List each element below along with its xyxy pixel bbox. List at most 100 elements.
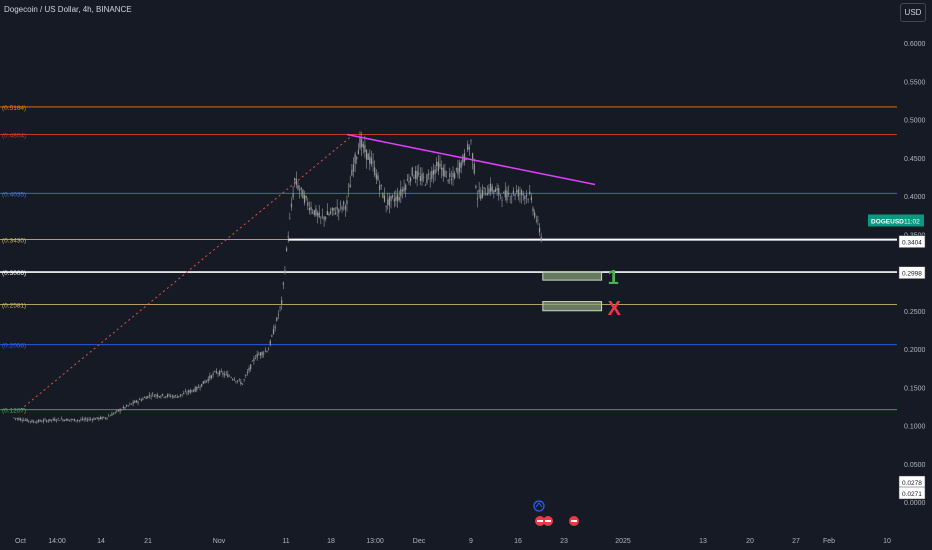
candle-body: [90, 419, 92, 420]
x-tick-label: 10: [883, 538, 891, 545]
current-price-tag: [868, 214, 924, 227]
candle-body: [158, 396, 160, 398]
candle-body: [538, 227, 541, 233]
candle-body: [41, 421, 43, 423]
x-tick-label: 13:00: [366, 538, 384, 545]
candle-body: [308, 207, 311, 211]
candle-body: [374, 167, 376, 175]
candle-body: [227, 374, 229, 378]
candle-body: [192, 390, 195, 392]
candle-body: [400, 188, 402, 197]
candle-body: [152, 393, 154, 395]
candle-body: [478, 189, 480, 193]
candle-body: [540, 236, 542, 240]
candle-body: [364, 145, 366, 152]
candle-body: [318, 212, 320, 218]
candle-body: [354, 154, 356, 164]
resistance-trendline: [346, 133, 596, 186]
target-label-x: X: [608, 298, 622, 320]
candle-body: [16, 418, 18, 419]
y-tick-label: 0.1500: [904, 385, 926, 392]
candle-body: [99, 417, 102, 419]
candle-body: [98, 417, 100, 420]
candle-body: [37, 419, 40, 422]
candle-body: [178, 396, 180, 397]
candle-body: [426, 174, 428, 183]
candle-body: [77, 420, 79, 421]
candle-body: [191, 390, 193, 392]
event-up-icon[interactable]: [533, 500, 545, 512]
candle-body: [124, 407, 126, 409]
candle-body: [285, 248, 288, 251]
candle-body: [219, 370, 221, 376]
y-tick-label: 0.0000: [904, 500, 926, 507]
candle-body: [307, 202, 309, 206]
chart-title: Dogecoin / US Dollar, 4h, BINANCE: [4, 5, 132, 14]
candle-body: [134, 401, 136, 403]
candle-body: [204, 381, 206, 383]
candle-body: [108, 415, 110, 417]
candle-body: [284, 269, 286, 273]
candle-body: [303, 194, 306, 203]
event-flag-stripe-icon: [571, 520, 577, 522]
candle-body: [498, 188, 500, 195]
target-zone-box: [542, 271, 603, 281]
candle-body: [481, 190, 484, 198]
candle-body: [416, 170, 418, 180]
candle-body: [264, 350, 266, 352]
candle-body: [517, 189, 519, 197]
candle-body: [63, 419, 66, 421]
candle-body: [235, 381, 237, 382]
candle-body: [522, 194, 524, 196]
candle-body: [328, 213, 330, 216]
candle-body: [398, 197, 400, 200]
candle-body: [168, 394, 170, 396]
candle-body: [385, 205, 387, 207]
candle-body: [441, 167, 443, 170]
x-tick-label: 9: [469, 538, 473, 545]
candle-body: [215, 371, 217, 373]
candle-body: [396, 194, 399, 202]
candle-body: [534, 212, 536, 217]
candle-body: [179, 394, 182, 396]
candle-body: [274, 326, 276, 329]
candle-body: [289, 218, 291, 219]
candle-body: [126, 405, 128, 407]
candle-body: [442, 167, 444, 176]
candle-body: [312, 211, 314, 213]
candle-body: [362, 143, 364, 148]
candle-body: [111, 413, 113, 416]
candle-body: [380, 184, 382, 187]
candle-body: [272, 328, 275, 335]
candle-body: [321, 215, 324, 217]
x-tick-label: Nov: [213, 538, 226, 545]
candle-body: [212, 373, 214, 375]
x-tick-label: Feb: [823, 538, 835, 545]
candle-body: [313, 210, 315, 215]
candle-body: [233, 379, 235, 381]
candle-body: [96, 417, 98, 419]
candle-body: [266, 351, 268, 352]
y-tick-label: 0.6000: [904, 41, 926, 48]
candle-body: [489, 183, 492, 192]
candle-body: [388, 196, 390, 206]
candle-body: [72, 419, 74, 420]
candle-body: [432, 170, 435, 175]
candle-body: [237, 380, 239, 382]
candle-body: [305, 196, 307, 199]
candle-body: [85, 418, 87, 420]
candle-body: [86, 419, 89, 421]
candle-body: [434, 169, 436, 174]
candle-body: [392, 195, 394, 198]
target-zone-box: [542, 301, 603, 312]
candle-body: [439, 163, 441, 167]
candle-body: [95, 418, 97, 420]
candle-body: [427, 173, 430, 176]
candle-body: [258, 354, 260, 356]
x-tick-label: 13: [699, 538, 707, 545]
fib-level-label: (0.4804): [2, 132, 26, 139]
candle-body: [26, 419, 28, 422]
currency-button[interactable]: USD: [900, 3, 926, 22]
candle-body: [223, 374, 226, 376]
